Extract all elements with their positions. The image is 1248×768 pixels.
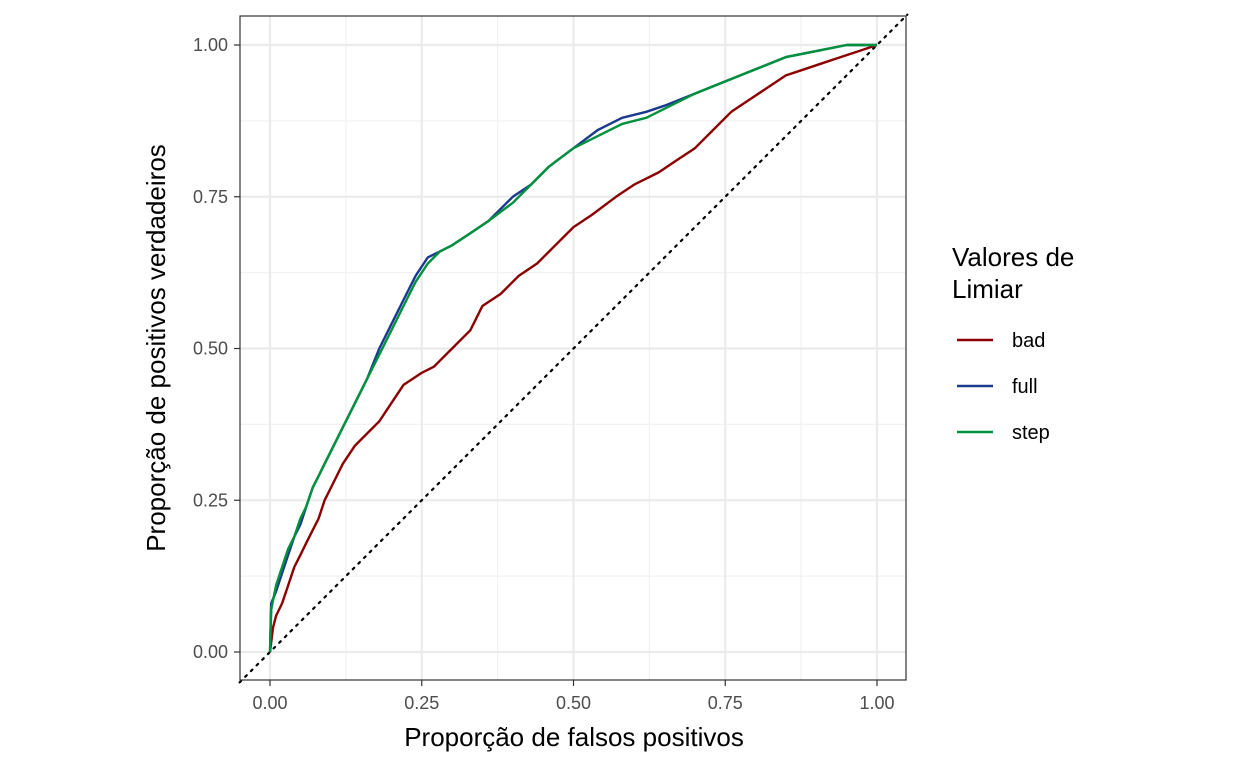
- x-tick-label: 0.50: [556, 693, 591, 713]
- x-axis-ticks: [269, 680, 878, 686]
- x-tick-label: 0.75: [708, 693, 743, 713]
- legend-label-full: full: [1012, 376, 1038, 398]
- x-tick-label: 0.25: [404, 693, 439, 713]
- y-axis-tick-labels: 0.00 0.25 0.50 0.75 1.00: [193, 35, 228, 662]
- x-tick-label: 1.00: [859, 693, 894, 713]
- legend-items: bad full step: [957, 330, 1050, 444]
- reference-diagonal-line: [238, 13, 909, 684]
- y-tick-label: 0.75: [193, 187, 228, 207]
- y-tick-label: 0.25: [193, 490, 228, 510]
- legend-title-line-1: Valores de: [952, 242, 1074, 272]
- legend: Valores de Limiar bad full step: [952, 242, 1074, 444]
- y-axis-title: Proporção de positivos verdadeiros: [141, 144, 171, 552]
- y-axis-ticks: [234, 44, 240, 653]
- y-tick-label: 0.50: [193, 339, 228, 359]
- x-axis-title: Proporção de falsos positivos: [404, 722, 744, 752]
- series-line-bad: [268, 43, 878, 653]
- legend-label-step: step: [1012, 422, 1050, 444]
- reference-diagonal: [238, 13, 909, 684]
- x-axis-tick-labels: 0.00 0.25 0.50 0.75 1.00: [252, 693, 894, 713]
- x-tick-label: 0.00: [252, 693, 287, 713]
- legend-title-line-2: Limiar: [952, 274, 1023, 304]
- legend-label-bad: bad: [1012, 330, 1045, 352]
- series-layer: [268, 43, 878, 653]
- y-tick-label: 0.00: [193, 642, 228, 662]
- series-line-step: [268, 43, 877, 653]
- y-tick-label: 1.00: [193, 35, 228, 55]
